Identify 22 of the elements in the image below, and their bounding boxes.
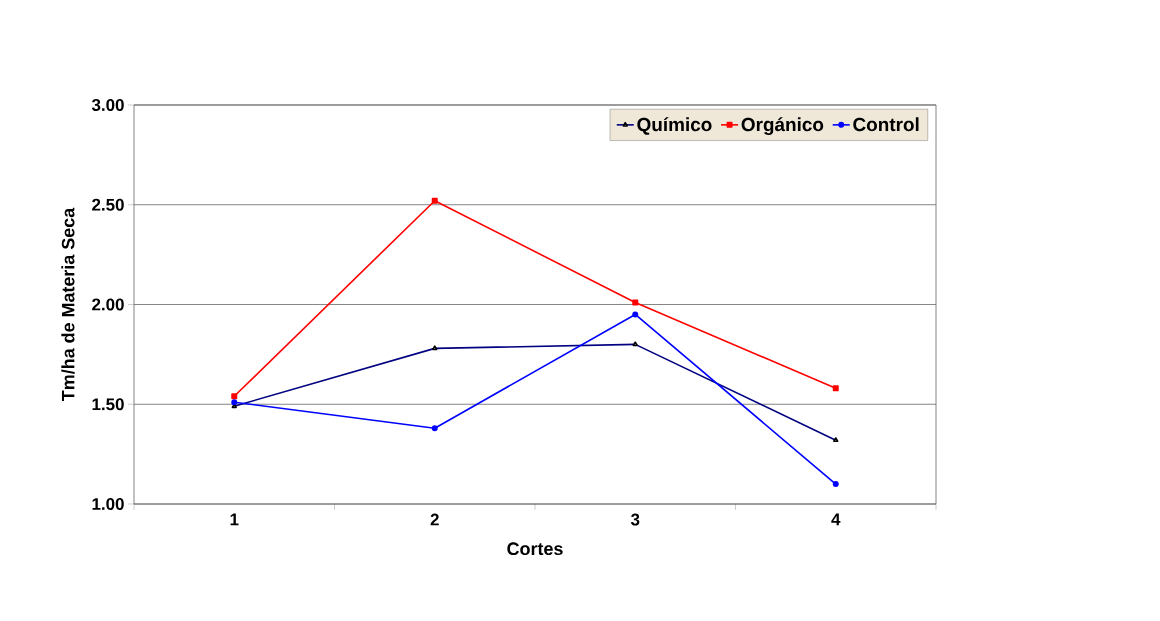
y-tick-label: 3.00 [91, 98, 124, 111]
point [632, 299, 639, 306]
point [231, 399, 238, 406]
x-tick-label: 4 [831, 513, 841, 526]
x-tick-label: 2 [430, 513, 439, 526]
y-tick-label: 2.50 [92, 198, 124, 211]
x-tick-label: 3 [630, 513, 640, 526]
point [231, 393, 238, 400]
legend-label: Orgánico [741, 117, 824, 136]
y-tick-label: 2.00 [92, 298, 124, 311]
y-tick-label: 1.00 [92, 498, 124, 510]
legend-label: Control [853, 117, 919, 132]
y-axis-title: Tm/ha de Materia Seca [61, 207, 75, 401]
x-tick-label: 1 [230, 513, 239, 526]
y-tick-label: 1.50 [92, 398, 124, 411]
x-axis-title: Cortes [507, 542, 563, 556]
legend-label: Químico [637, 117, 712, 135]
point [431, 425, 438, 432]
point [431, 197, 438, 204]
point [632, 311, 639, 318]
point [832, 481, 839, 488]
point [832, 385, 839, 392]
